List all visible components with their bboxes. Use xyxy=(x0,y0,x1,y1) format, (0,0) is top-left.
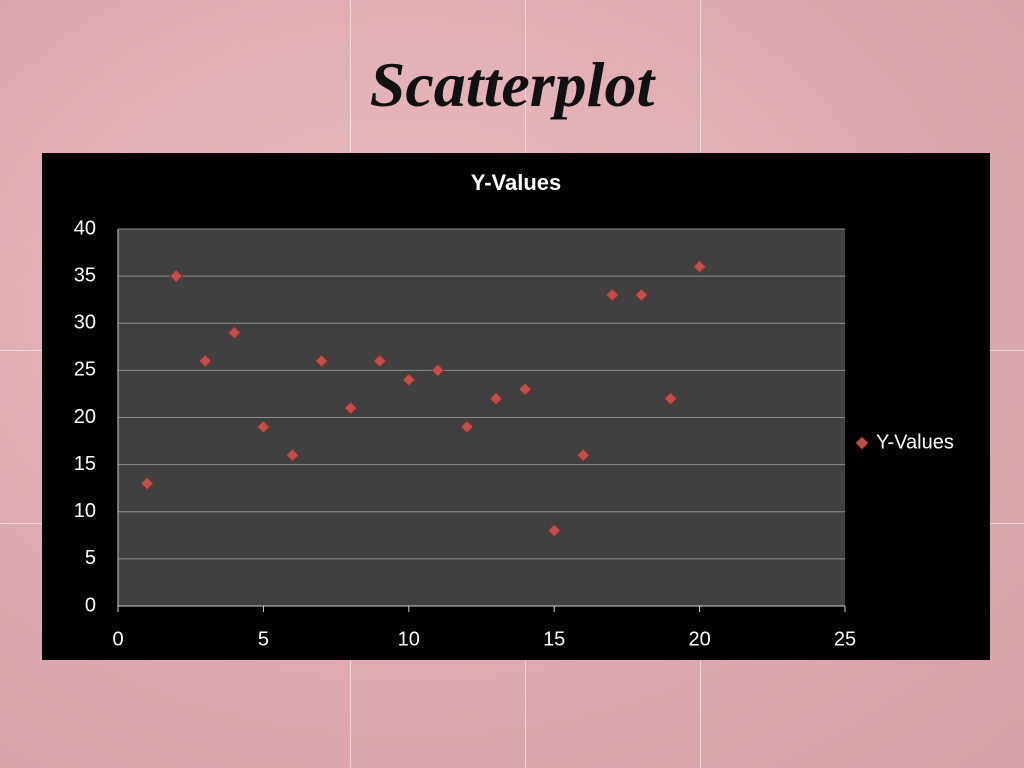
point xyxy=(489,392,503,406)
y-tick-label: 0 xyxy=(85,594,96,616)
x-tick-label: 25 xyxy=(834,628,856,650)
point xyxy=(460,420,474,434)
point xyxy=(663,392,678,406)
point xyxy=(431,363,445,377)
point xyxy=(518,382,532,396)
x-tick-label: 5 xyxy=(258,628,269,650)
point xyxy=(169,269,183,283)
y-tick-label: 15 xyxy=(74,453,96,475)
point xyxy=(547,524,561,538)
legend-marker xyxy=(855,436,869,450)
y-tick-label: 30 xyxy=(74,312,96,334)
slide-title: Scatterplot xyxy=(369,49,655,120)
point xyxy=(693,260,707,274)
point xyxy=(227,326,241,340)
point xyxy=(605,288,619,302)
x-tick-label: 15 xyxy=(543,628,565,650)
point xyxy=(576,448,590,462)
y-tick-label: 40 xyxy=(74,217,96,239)
point xyxy=(314,354,329,368)
point xyxy=(285,448,300,462)
point xyxy=(634,288,649,302)
x-tick-label: 0 xyxy=(112,628,123,650)
point xyxy=(344,401,358,415)
point xyxy=(256,420,270,434)
x-tick-label: 10 xyxy=(398,628,420,650)
y-tick-label: 25 xyxy=(74,359,96,381)
y-tick-label: 10 xyxy=(74,500,96,522)
y-tick-label: 35 xyxy=(74,264,96,286)
point xyxy=(198,354,212,368)
x-tick-label: 20 xyxy=(688,628,710,650)
chart-title: Y-Values xyxy=(471,170,562,195)
y-tick-label: 20 xyxy=(74,406,96,428)
point xyxy=(140,476,154,491)
y-tick-label: 5 xyxy=(85,547,96,569)
point xyxy=(373,354,387,368)
point xyxy=(402,373,416,387)
legend-label: Y-Values xyxy=(876,431,954,453)
